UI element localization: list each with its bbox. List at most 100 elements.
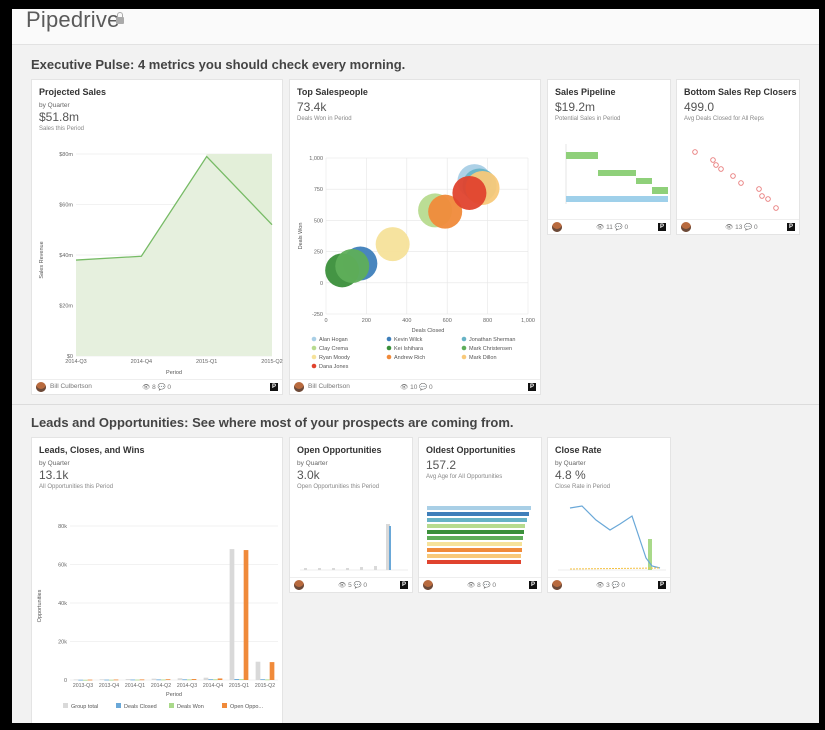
eye-icon: 👁 [400,384,409,391]
card-sales-pipeline[interactable]: Sales Pipeline $19.2m Potential Sales in… [547,79,671,235]
avatar[interactable] [552,222,562,232]
card-top-salespeople[interactable]: Top Salespeople 73.4k Deals Won in Perio… [289,79,541,395]
pin-button[interactable]: P [400,581,408,589]
legend-swatch [311,336,317,342]
bar [427,506,531,510]
pin-button[interactable]: P [787,223,795,231]
x-tick-label: 2015-Q1 [196,359,217,365]
bar [566,152,598,159]
eye-icon: 👁 [725,224,734,231]
comment-icon: 💬 [353,582,362,589]
open-opps-chart [300,524,408,571]
bar [87,679,93,681]
x-tick-label: 2013-Q4 [99,683,119,689]
pin-button[interactable]: P [529,581,537,589]
views-value: 10 [410,384,418,391]
bar [427,518,527,522]
bar [187,679,192,681]
bar [113,679,119,681]
bar [427,536,523,540]
avatar[interactable] [294,382,304,392]
card-footer: 👁 8 💬 0 P [419,577,541,592]
area-fill [76,156,272,356]
y-tick-label: $20m [59,304,73,310]
pin-button[interactable]: P [528,383,536,391]
card-caption: Sales this Period [39,126,85,132]
card-projected-sales[interactable]: Projected Sales by Quarter $51.8m Sales … [31,79,283,395]
comments-value: 0 [429,384,433,391]
y-tick-label: $40m [59,253,73,259]
bar [386,524,390,570]
comments-value: 0 [492,582,497,589]
comments-value: 0 [624,224,629,231]
avatar[interactable] [681,222,691,232]
author-name[interactable]: Bill Culbertson [308,383,350,390]
comment-icon: 💬 [419,384,428,391]
point [773,205,779,211]
bar [427,530,524,534]
bar [161,679,166,681]
views-count: 👁 10 💬 0 [400,383,433,391]
pipeline-chart [565,144,668,204]
pin-button[interactable]: P [658,581,666,589]
legend-swatch [222,703,227,708]
card-open-opportunities[interactable]: Open Opportunities by Quarter 3.0k Open … [289,437,413,593]
bar [239,679,244,681]
avatar[interactable] [552,580,562,590]
lock-icon[interactable] [116,12,124,24]
bar [598,170,636,176]
bar [360,567,363,570]
author-name[interactable]: Bill Culbertson [50,383,92,390]
card-leads-closes-wins[interactable]: Leads, Closes, and Wins by Quarter 13.1k… [31,437,283,723]
card-title: Oldest Opportunities [426,445,516,455]
bar [125,679,131,680]
bar [243,550,249,680]
bar [389,526,391,570]
card-footer: 👁 11 💬 0 P [548,219,670,234]
card-caption: Close Rate in Period [555,484,611,490]
x-tick-label: 2014-Q1 [125,683,145,689]
series-line [75,155,273,261]
legend-label: Mark Dillon [469,355,497,361]
card-close-rate[interactable]: Close Rate by Quarter 4.8 % Close Rate i… [547,437,671,593]
avatar[interactable] [36,382,46,392]
dashboard: Pipedrive Executive Pulse: 4 metrics you… [12,9,819,723]
card-caption: Deals Won in Period [297,116,352,122]
views-count: 👁 8 💬 0 [467,581,496,589]
comments-value: 0 [754,224,758,231]
bar [304,568,307,570]
x-tick-label: 2014-Q4 [131,359,152,365]
legend-swatch [461,345,467,351]
bar [135,679,140,681]
x-tick-label: 2015-Q1 [229,683,249,689]
section-divider [12,404,819,405]
legend-label: Group total [71,704,98,710]
point [692,149,698,155]
y-axis-label: Deals Won [298,223,304,250]
x-tick-label: 200 [362,318,371,324]
point [730,173,736,179]
pin-button[interactable]: P [658,223,666,231]
leads-chart: 0 20k 40k 60k 80k 2013-Q3 2013-Q4 2014-Q1 2014-Q… [37,524,278,710]
bar [255,661,261,680]
comment-icon: 💬 [614,224,623,231]
avatar[interactable] [423,580,433,590]
legend-label: Jonathan Sherman [469,337,515,343]
card-caption: Avg Deals Closed for All Reps [684,116,764,122]
pin-button[interactable]: P [270,383,278,391]
card-bottom-closers[interactable]: Bottom Sales Rep Closers 499.0 Avg Deals… [676,79,800,235]
x-axis-label: Deals Closed [412,328,445,334]
bar [130,679,135,681]
card-subtitle: by Quarter [39,460,70,467]
avatar[interactable] [294,580,304,590]
card-subtitle: by Quarter [297,460,328,467]
bar [374,566,377,570]
bubble [452,175,487,210]
card-footer: 👁 5 💬 0 P [290,577,412,592]
comments-value: 0 [621,582,626,589]
card-oldest-opportunities[interactable]: Oldest Opportunities 157.2 Avg Age for A… [418,437,542,593]
y-tick-label: 500 [314,218,323,224]
x-tick-label: 2015-Q2 [255,683,275,689]
bar [191,679,197,680]
legend-label: Dana Jones [319,364,349,370]
